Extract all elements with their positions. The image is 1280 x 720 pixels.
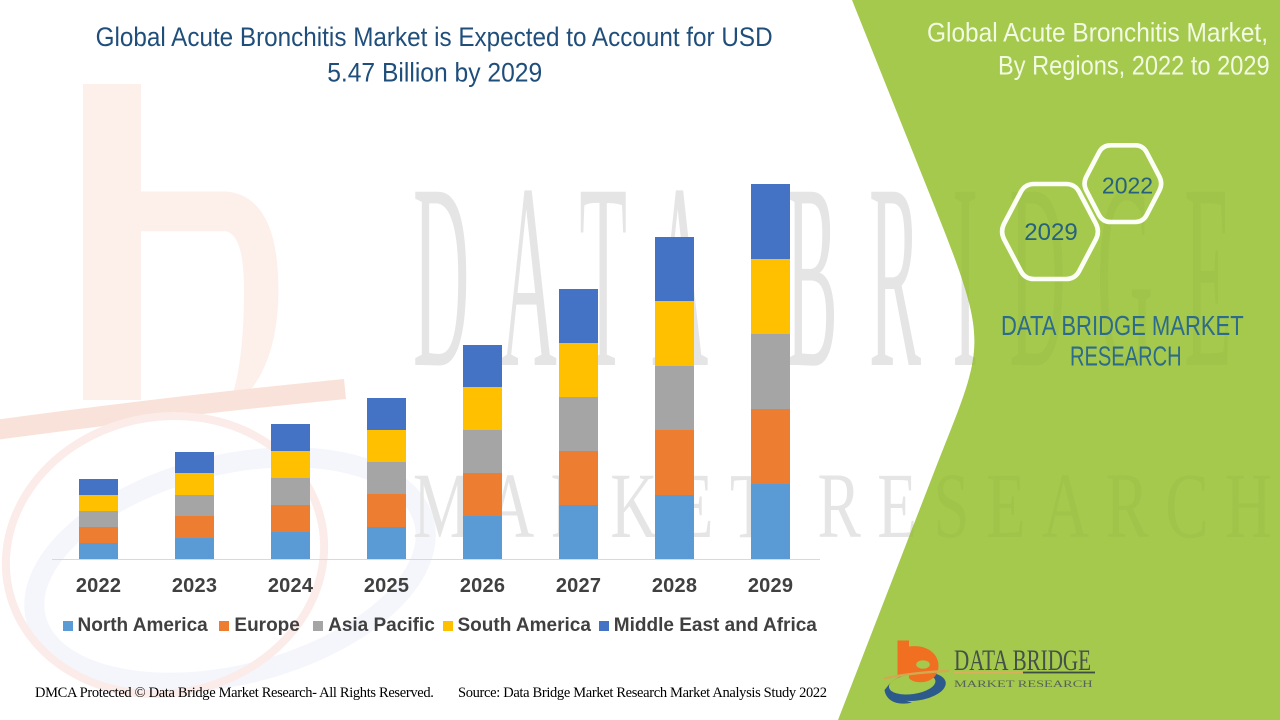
svg-text:5.47 Billion by 2029: 5.47 Billion by 2029 — [327, 58, 542, 88]
svg-text:DATA BRIDGE MARKET: DATA BRIDGE MARKET — [1001, 310, 1244, 341]
svg-text:RESEARCH: RESEARCH — [1070, 340, 1182, 371]
svg-text:2022: 2022 — [1102, 173, 1153, 199]
svg-text:Global Acute Bronchitis Market: Global Acute Bronchitis Market, — [927, 18, 1268, 48]
svg-text:MARKET RESEARCH: MARKET RESEARCH — [954, 680, 1093, 690]
svg-text:DATA BRIDGE: DATA BRIDGE — [954, 643, 1091, 677]
svg-text:Global Acute Bronchitis Market: Global Acute Bronchitis Market is Expect… — [96, 22, 773, 52]
svg-text:2029: 2029 — [1024, 219, 1077, 246]
svg-text:By Regions, 2022 to 2029: By Regions, 2022 to 2029 — [998, 50, 1270, 80]
